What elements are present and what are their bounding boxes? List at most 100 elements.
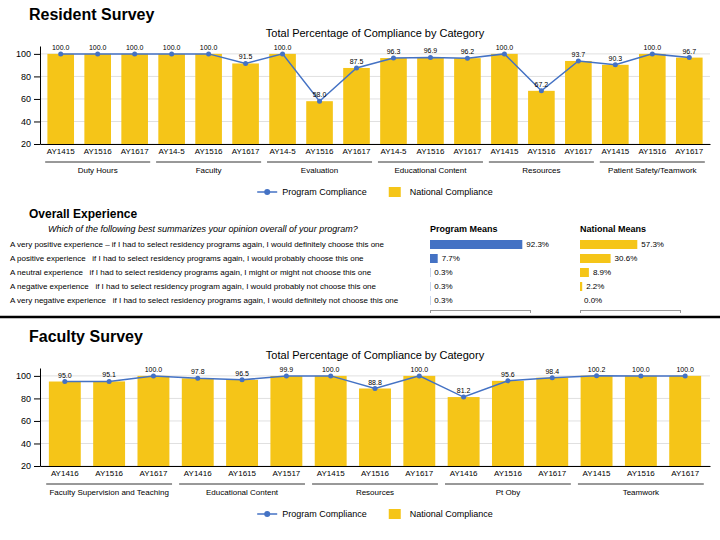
bar [137, 376, 169, 466]
y-tick-mark [34, 54, 40, 55]
y-axis: 20406080100 [16, 369, 41, 472]
data-labels: 95.095.1100.097.896.599.9100.088.8100.08… [58, 366, 694, 394]
x-tick: AY1516 [361, 469, 389, 478]
data-label: 67.2 [535, 81, 549, 88]
data-label: 30.6% [615, 254, 638, 263]
data-label: 0.0% [584, 296, 602, 305]
x-tick: AY1617 [675, 147, 703, 156]
bar [84, 54, 111, 144]
x-tick-label: AY1617 [232, 147, 260, 156]
grid [40, 376, 710, 466]
y-tick: 20 [21, 139, 40, 149]
bar [580, 268, 589, 277]
x-axis-line [581, 310, 681, 311]
data-label: 100.0 [200, 44, 218, 51]
data-label: 100.0 [632, 366, 650, 373]
x-axis: AY1415AY1516AY1617AY14-5AY1516AY1617AY14… [41, 145, 711, 156]
x-tick: AY14-5 [380, 147, 407, 156]
x-tick: AY1416 [51, 469, 79, 478]
x-tick: AY1617 [454, 147, 482, 156]
divider [0, 316, 720, 319]
title: Resident Survey [29, 6, 154, 23]
legend: Program ComplianceNational Compliance [257, 187, 493, 197]
bar [625, 376, 657, 466]
bar [580, 240, 637, 249]
data-label: 100.0 [126, 44, 144, 51]
marker [539, 88, 544, 93]
row-label: A positive experience if I had to select… [10, 254, 364, 263]
x-tick-label: AY1617 [405, 469, 433, 478]
marker [428, 55, 433, 60]
subtitle: Total Percentage of Compliance by Catego… [266, 349, 485, 361]
data-label: 95.1 [102, 371, 116, 378]
group-bracket [600, 162, 705, 163]
data-label: 99.9 [280, 366, 294, 373]
data-label: 0.3% [434, 268, 452, 277]
x-tick-label: AY1617 [140, 469, 168, 478]
row-label: A very positive experience – if I had to… [10, 240, 385, 249]
data-label: 95.0 [58, 372, 72, 379]
bar [226, 380, 258, 466]
data-label: 96.9 [424, 47, 438, 54]
marker [373, 386, 378, 391]
x-tick-label: AY1516 [95, 469, 123, 478]
column-header: Program Means [430, 224, 498, 234]
bar [430, 296, 431, 305]
data-label: 81.2 [457, 387, 471, 394]
x-tick-label: AY1416 [184, 469, 212, 478]
marker [354, 65, 359, 70]
bar [430, 282, 431, 291]
bar [676, 58, 703, 144]
data-label: 100.0 [644, 44, 662, 51]
title: Overall Experience [29, 207, 137, 221]
group-label: Resources [522, 166, 560, 175]
x-tick-label: AY1516 [527, 147, 555, 156]
bar [565, 61, 592, 144]
group-bracket [312, 484, 438, 485]
subtitle: Which of the following best summarizes y… [48, 224, 358, 234]
data-label: 88.8 [368, 379, 382, 386]
data-label: 93.7 [572, 51, 586, 58]
y-tick-label: 40 [21, 117, 31, 127]
y-tick-label: 60 [21, 94, 31, 104]
bar-series [47, 54, 702, 144]
bar [448, 397, 480, 466]
legend-label: Program Compliance [282, 509, 367, 519]
legend-label: National Compliance [410, 509, 493, 519]
x-axis-line [41, 144, 711, 145]
bar [343, 68, 370, 144]
y-tick-mark [34, 421, 40, 422]
y-tick-mark [34, 99, 40, 100]
chart: Overall Experience Which of the following… [10, 207, 681, 313]
y-tick: 80 [21, 72, 40, 82]
data-label: 90.3 [609, 55, 623, 62]
x-tick: AY1517 [272, 469, 300, 478]
x-tick [430, 310, 431, 313]
bar [669, 376, 701, 466]
x-tick-label: AY1415 [47, 147, 75, 156]
marker [465, 56, 470, 61]
y-tick: 60 [21, 416, 40, 426]
y-tick-mark [34, 121, 40, 122]
bar [359, 389, 391, 466]
x-tick-label: AY1617 [564, 147, 592, 156]
x-tick-mark [430, 310, 431, 313]
bar [430, 254, 438, 263]
x-tick-label: AY1416 [450, 469, 478, 478]
bar [430, 240, 522, 249]
bar [639, 54, 666, 144]
marker [280, 51, 285, 56]
bar [182, 378, 214, 466]
x-tick-label: AY1615 [228, 469, 256, 478]
x-tick: AY14-5 [159, 147, 186, 156]
data-label: 100.0 [322, 366, 340, 373]
x-tick-label: AY1416 [51, 469, 79, 478]
x-tick-mark [680, 310, 681, 313]
bar [270, 376, 302, 466]
group-label: Teamwork [623, 488, 660, 497]
x-tick-label: AY1617 [671, 469, 699, 478]
marker [58, 51, 63, 56]
group-label: Pt Oby [496, 488, 520, 497]
x-tick [580, 310, 581, 313]
x-axis [581, 310, 681, 313]
